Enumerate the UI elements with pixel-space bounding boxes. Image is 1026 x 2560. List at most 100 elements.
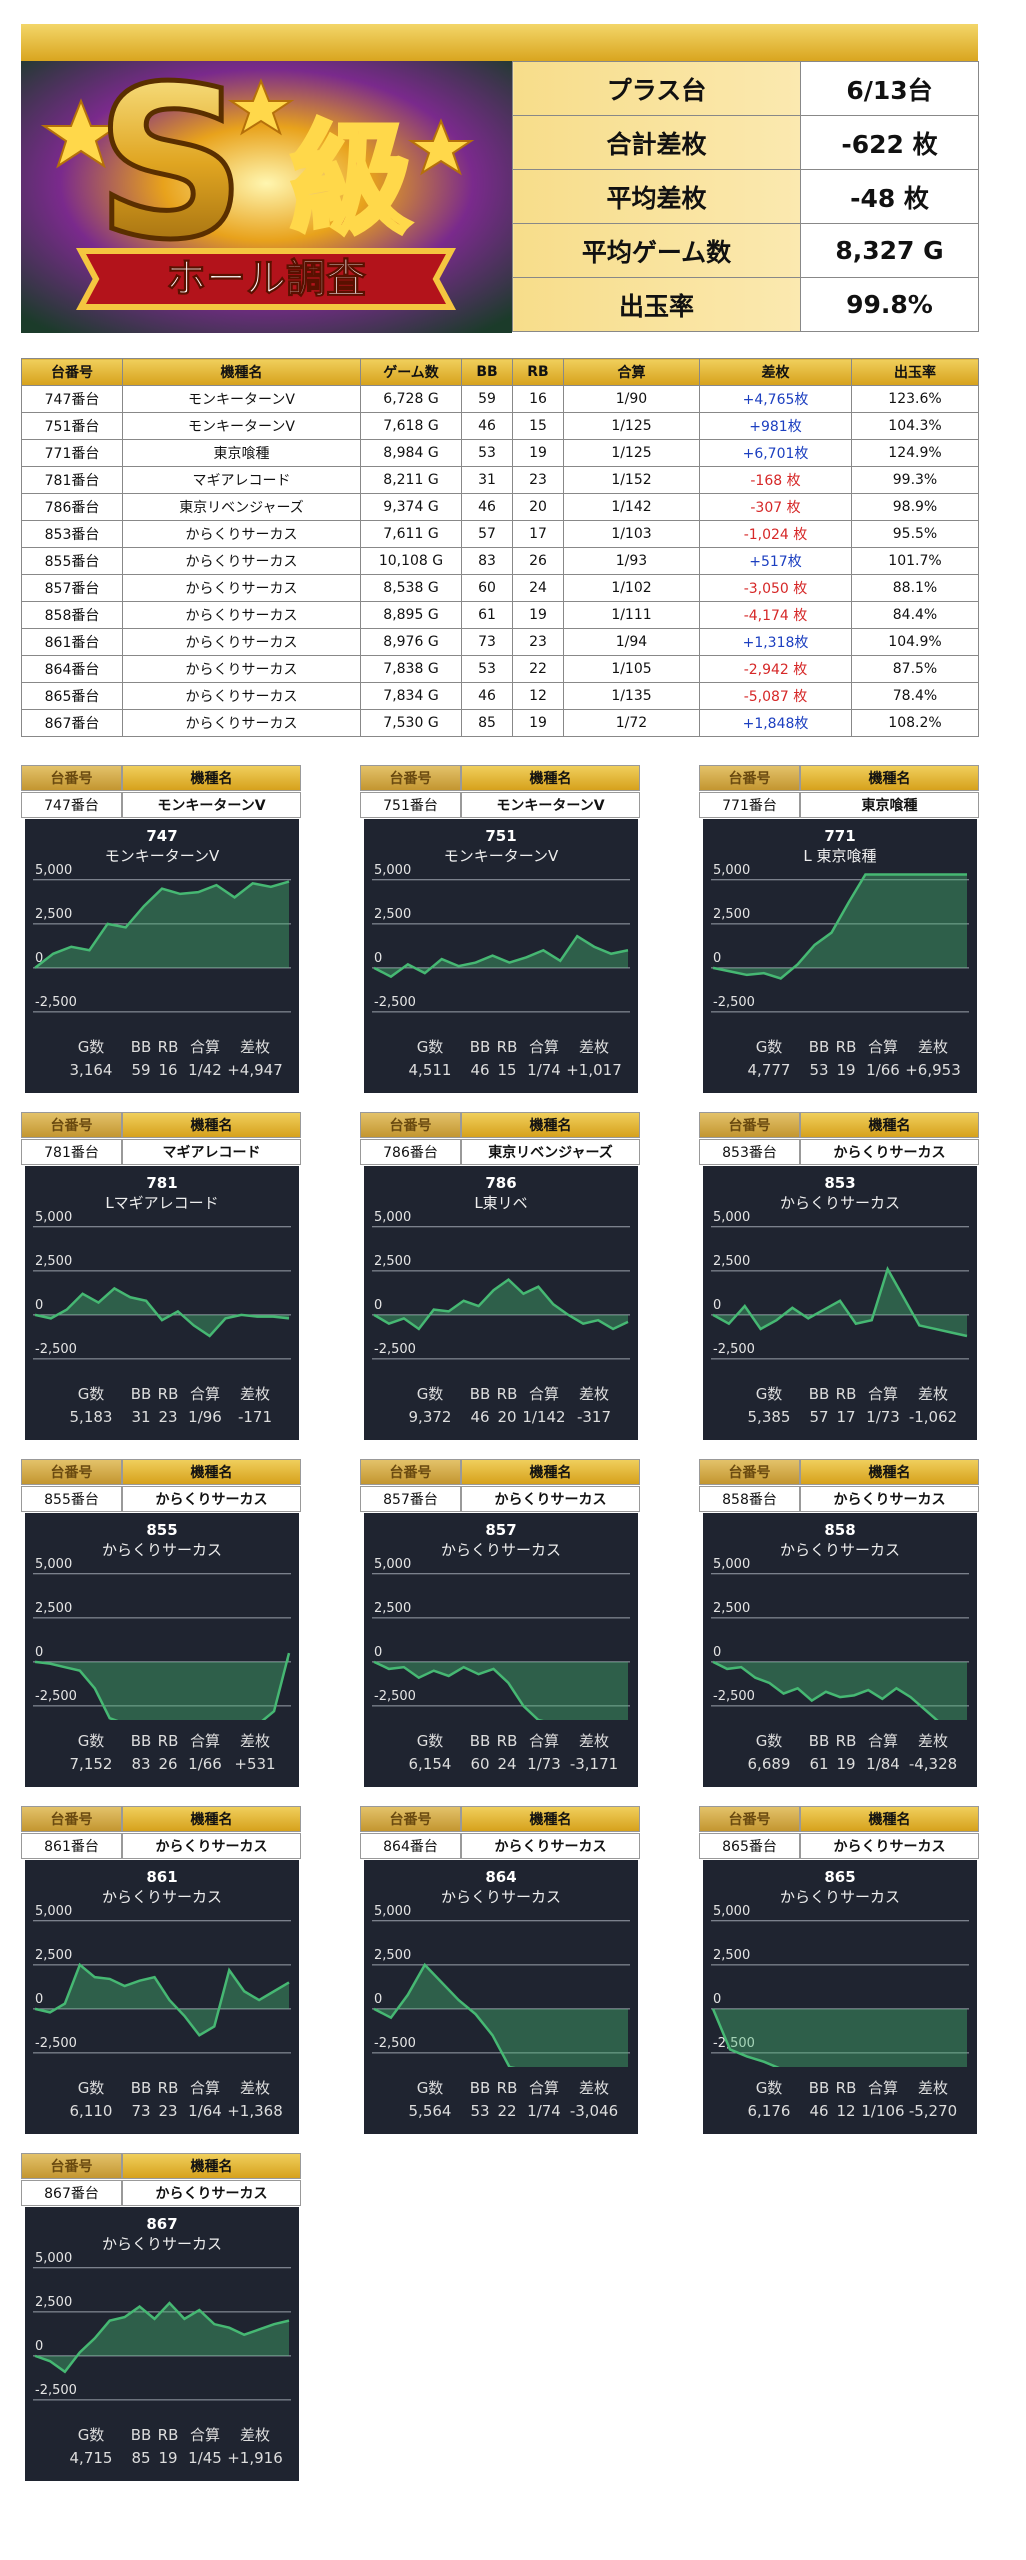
table-cell: 20 xyxy=(512,493,564,521)
table-cell: 東京喰種 xyxy=(122,439,361,467)
table-cell: 7,530 G xyxy=(360,709,462,737)
stat-label: RB xyxy=(836,2079,857,2097)
stat-label: 差枚 xyxy=(579,2079,609,2097)
stat-value: 46 xyxy=(470,1061,489,1079)
chart-subtitle: からくりサーカス xyxy=(780,1194,900,1212)
chart-title: 747 xyxy=(146,827,177,845)
card-label: 台番号 xyxy=(360,1112,461,1138)
table-cell: 23 xyxy=(512,628,564,656)
logo: S 級 ホール調査 xyxy=(21,61,512,333)
machine-no: 781番台 xyxy=(21,1139,122,1165)
stat-value: 73 xyxy=(131,2102,150,2120)
chart-panel: 751 モンキーターンV 5,000 2,500 0 -2,500 G数 4,511 BB 46 R… xyxy=(364,819,638,1093)
stat-value: 57 xyxy=(809,1408,828,1426)
machine-name: からくりサーカス xyxy=(122,1833,301,1859)
stat-label: BB xyxy=(131,1038,152,1056)
stat-label: G数 xyxy=(417,2079,444,2097)
chart-panel: 865 からくりサーカス 5,000 2,500 0 -2,500 G数 6,176 BB 46 R… xyxy=(703,1860,977,2134)
y-tick-label: -2,500 xyxy=(713,995,755,1010)
stat-value: 31 xyxy=(131,1408,150,1426)
panel-bg xyxy=(25,1166,299,1440)
table-cell: 1/142 xyxy=(563,493,700,521)
table-cell: 59 xyxy=(461,385,513,413)
card-label: 台番号 xyxy=(21,1112,122,1138)
stat-label: 合算 xyxy=(529,1385,559,1403)
stat-value: 85 xyxy=(131,2449,150,2467)
stat-value: -1,062 xyxy=(909,1408,957,1426)
chart-panel: 858 からくりサーカス 5,000 2,500 0 -2,500 G数 6,689 BB 61 R… xyxy=(703,1513,977,1787)
stat-label: 合算 xyxy=(868,1038,898,1056)
stat-value: +6,953 xyxy=(905,1061,961,1079)
y-tick-label: 0 xyxy=(35,1992,43,2007)
table-cell: -3,050 枚 xyxy=(699,574,852,602)
table-cell: 8,211 G xyxy=(360,466,462,494)
area-fill xyxy=(713,1661,967,1720)
stat-value: 17 xyxy=(836,1408,855,1426)
stat-label: 合算 xyxy=(190,1732,220,1750)
machine-name: マギアレコード xyxy=(122,1139,301,1165)
y-tick-label: 0 xyxy=(35,2339,43,2354)
y-tick-label: 5,000 xyxy=(374,1904,411,1919)
column-header: 台番号 xyxy=(21,358,123,386)
stat-value: 20 xyxy=(497,1408,516,1426)
chart-subtitle: からくりサーカス xyxy=(102,1888,222,1906)
summary-row: 合計差枚 -622 枚 xyxy=(512,115,979,170)
y-tick-label: 5,000 xyxy=(35,1904,72,1919)
stat-label: 差枚 xyxy=(918,2079,948,2097)
table-cell: マギアレコード xyxy=(122,466,361,494)
table-cell: 1/152 xyxy=(563,466,700,494)
machine-card: 台番号 機種名 771番台 東京喰種 771 L 東京喰種 5,000 2,500 0 -2,50… xyxy=(699,765,979,1093)
stat-value: 15 xyxy=(497,1061,516,1079)
area-fill xyxy=(374,1661,628,1720)
stat-label: 差枚 xyxy=(240,2426,270,2444)
table-cell: 867番台 xyxy=(21,709,123,737)
stat-value: 24 xyxy=(497,1755,516,1773)
table-cell: 786番台 xyxy=(21,493,123,521)
table-cell: からくりサーカス xyxy=(122,682,361,710)
table-cell: モンキーターンV xyxy=(122,385,361,413)
table-cell: 104.3% xyxy=(851,412,979,440)
stat-value: 1/142 xyxy=(522,1408,565,1426)
stat-value: 23 xyxy=(158,2102,177,2120)
chart-title: 751 xyxy=(485,827,516,845)
column-header: 差枚 xyxy=(699,358,852,386)
stat-value: 4,511 xyxy=(409,1061,452,1079)
table-cell: 7,611 G xyxy=(360,520,462,548)
table-row: 867番台 からくりサーカス 7,530 G 85 19 1/72 +1,848枚 108.2… xyxy=(21,709,979,737)
table-cell: 7,838 G xyxy=(360,655,462,683)
y-tick-label: -2,500 xyxy=(374,1689,416,1704)
stat-value: +1,368 xyxy=(227,2102,283,2120)
table-cell: 23 xyxy=(512,466,564,494)
table-cell: 98.9% xyxy=(851,493,979,521)
table-row: 751番台 モンキーターンV 7,618 G 46 15 1/125 +981枚 104.3% xyxy=(21,412,979,440)
table-cell: 7,834 G xyxy=(360,682,462,710)
header-row: 台番号 機種名 ゲーム数 BB RB 合算 差枚 出玉率 xyxy=(21,358,979,386)
line xyxy=(34,2301,290,2374)
stat-label: 差枚 xyxy=(240,1732,270,1750)
stat-value: 53 xyxy=(470,2102,489,2120)
card-label: 機種名 xyxy=(800,1806,979,1832)
stat-label: G数 xyxy=(78,2426,105,2444)
stat-label: RB xyxy=(158,1385,179,1403)
stat-label: 差枚 xyxy=(240,1385,270,1403)
table-row: 747番台 モンキーターンV 6,728 G 59 16 1/90 +4,765枚 123.6… xyxy=(21,385,979,413)
summary-value: -48 枚 xyxy=(800,169,979,224)
stat-label: G数 xyxy=(417,1732,444,1750)
table-row: 857番台 からくりサーカス 8,538 G 60 24 1/102 -3,050 枚 88.… xyxy=(21,574,979,602)
stat-label: RB xyxy=(497,1385,518,1403)
machine-card: 台番号 機種名 855番台 からくりサーカス 855 からくりサーカス 5,000 2,500… xyxy=(21,1459,301,1787)
table-cell: 19 xyxy=(512,601,564,629)
table-row: 861番台 からくりサーカス 8,976 G 73 23 1/94 +1,318枚 104.9… xyxy=(21,628,979,656)
chart-panel: 864 からくりサーカス 5,000 2,500 0 -2,500 G数 5,564 BB 53 R… xyxy=(364,1860,638,2134)
area-fill xyxy=(374,1279,628,1329)
card-label: 機種名 xyxy=(122,765,301,791)
stat-label: 差枚 xyxy=(240,2079,270,2097)
stat-label: RB xyxy=(497,1732,518,1750)
y-tick-label: 0 xyxy=(374,1992,382,2007)
machine-no: 867番台 xyxy=(21,2180,122,2206)
machine-name: からくりサーカス xyxy=(800,1139,979,1165)
stat-value: 1/64 xyxy=(188,2102,222,2120)
table-cell: 99.3% xyxy=(851,466,979,494)
stat-label: RB xyxy=(497,2079,518,2097)
